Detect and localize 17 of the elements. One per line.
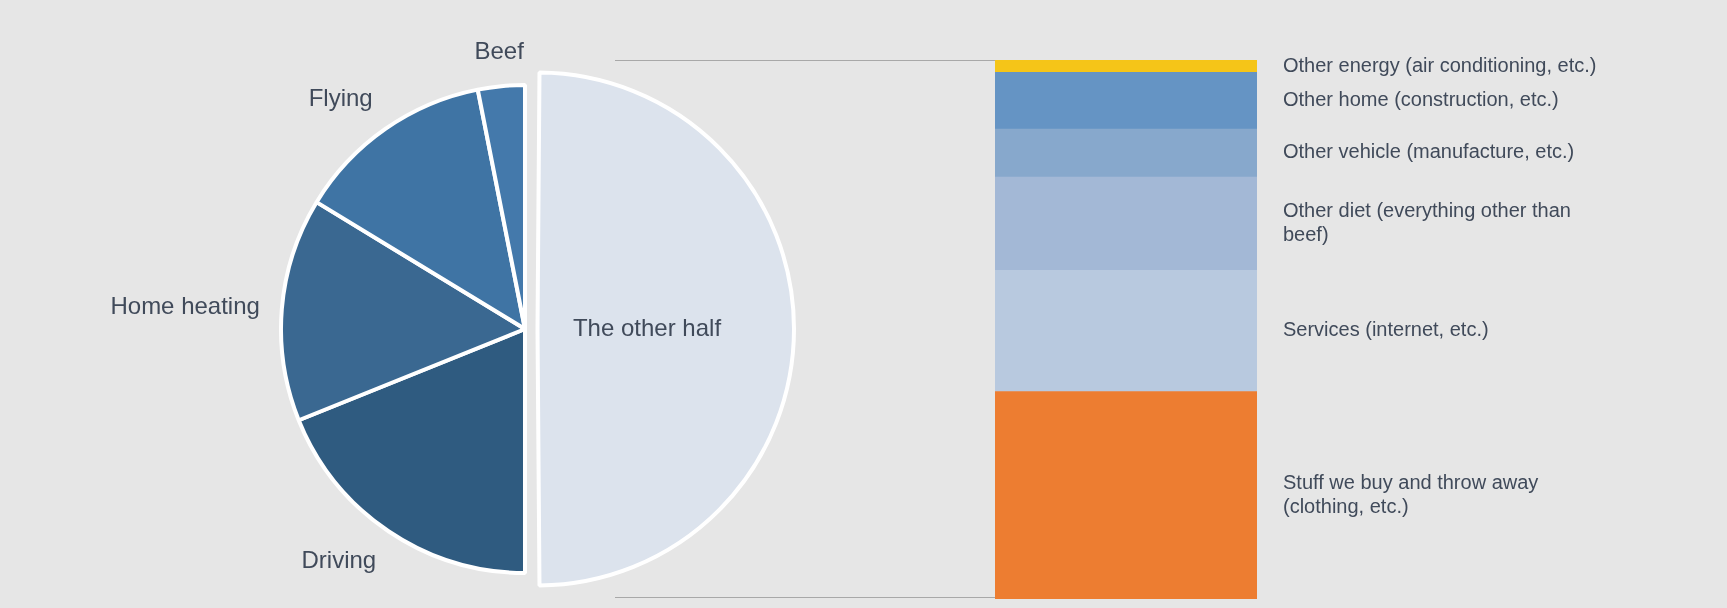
slice-label: Flying (308, 83, 373, 111)
series-label: Other home (construction, etc.) (1283, 88, 1559, 111)
bar (995, 72, 1257, 130)
series-label: Other diet (everything other than beef) (1283, 199, 1571, 246)
series-label: Other energy (air conditioning, etc.) (1283, 53, 1597, 76)
bar (995, 128, 1257, 178)
slice-label: Driving (301, 546, 377, 574)
bar (995, 391, 1257, 599)
bar (995, 269, 1257, 392)
bar (995, 176, 1257, 271)
slice-label: The other half (572, 313, 722, 341)
slice-label: Beef (474, 36, 525, 64)
series-label: Services (internet, etc.) (1283, 318, 1489, 341)
bar (995, 60, 1257, 73)
slice-label: Home heating (110, 291, 260, 319)
series-label: Stuff we buy and throw away (clothing, etc.) (1283, 470, 1539, 517)
series-label: Other vehicle (manufacture, etc.) (1283, 140, 1575, 163)
